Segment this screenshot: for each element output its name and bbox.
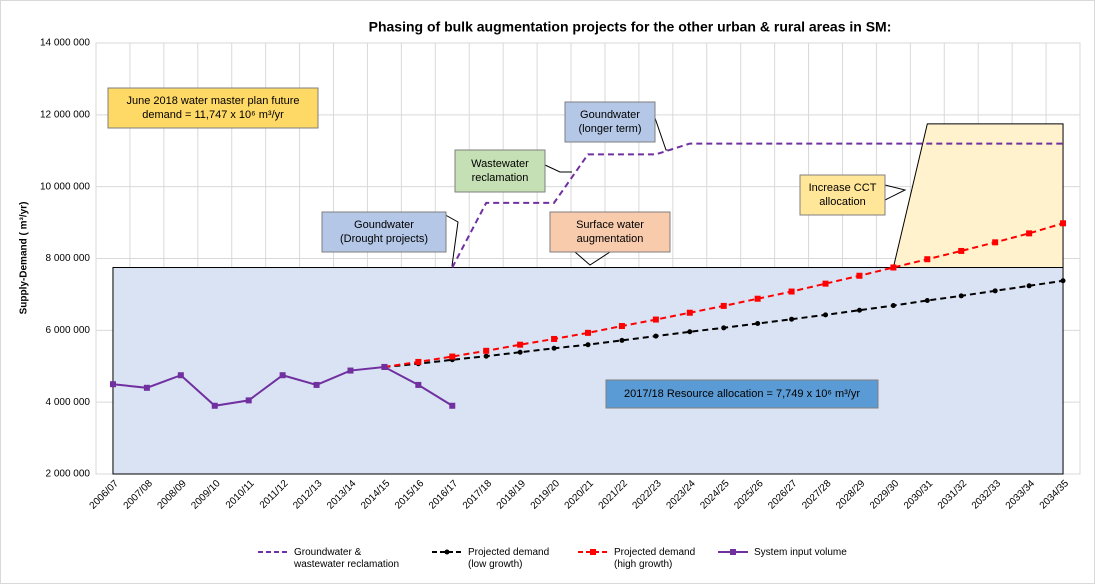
marker xyxy=(585,329,591,336)
callout-pointer xyxy=(544,164,572,173)
legend-label: Projected demand (low growth) xyxy=(468,547,549,570)
marker xyxy=(245,397,252,404)
marker xyxy=(381,363,388,370)
marker xyxy=(449,353,456,360)
annotation-text: Surface water xyxy=(576,219,644,231)
chart-title: Phasing of bulk augmentation projects fo… xyxy=(369,19,892,35)
annotation-text: (Drought projects) xyxy=(340,233,428,245)
annotation-text: 2017/18 Resource allocation = 7,749 x 10… xyxy=(624,388,860,400)
y-tick-label: 14 000 000 xyxy=(40,38,90,49)
marker xyxy=(890,264,897,271)
annotation-box xyxy=(564,101,656,143)
annotation-text: demand = 11,747 x 10⁶ m³/yr xyxy=(142,109,284,121)
callout-pointer xyxy=(884,184,907,201)
marker xyxy=(415,358,422,365)
marker xyxy=(1060,220,1067,227)
marker xyxy=(449,402,456,409)
y-tick-label: 2 000 000 xyxy=(46,469,91,480)
legend-line-text: System input volume xyxy=(754,547,847,558)
y-axis-label: Supply-Demand ( m³/yr) xyxy=(19,202,30,315)
marker xyxy=(720,302,727,309)
marker xyxy=(517,341,524,348)
y-tick-label: 8 000 000 xyxy=(46,253,91,264)
marker xyxy=(789,316,795,322)
marker xyxy=(551,345,557,351)
marker xyxy=(618,323,625,330)
legend-line-text: Groundwater & xyxy=(294,547,362,558)
marker xyxy=(687,329,693,335)
marker xyxy=(619,337,625,343)
marker xyxy=(313,381,320,388)
legend-marker xyxy=(444,549,450,555)
marker xyxy=(143,384,150,391)
annotation-text: allocation xyxy=(819,196,865,208)
y-tick-label: 6 000 000 xyxy=(46,325,91,336)
marker xyxy=(822,280,829,287)
marker xyxy=(992,239,999,246)
callout-pointer xyxy=(574,251,611,266)
y-tick-label: 4 000 000 xyxy=(46,397,91,408)
marker xyxy=(856,307,862,313)
marker xyxy=(1060,278,1066,284)
annotation-text: reclamation xyxy=(472,172,529,184)
marker xyxy=(924,256,931,263)
marker xyxy=(211,402,218,409)
annotation-text: augmentation xyxy=(577,233,644,245)
marker xyxy=(483,347,490,354)
legend-line-text: (high growth) xyxy=(614,559,672,570)
y-tick-label: 12 000 000 xyxy=(40,109,90,120)
marker xyxy=(788,288,795,295)
marker xyxy=(823,312,829,318)
legend-line-text: wastewater reclamation xyxy=(293,559,399,570)
annotation-text: (longer term) xyxy=(579,123,642,135)
marker xyxy=(754,295,761,302)
annotation-box xyxy=(799,174,886,216)
series-line xyxy=(451,142,1064,268)
marker xyxy=(755,321,761,327)
annotation-box xyxy=(454,149,546,193)
legend-line-text: (low growth) xyxy=(468,559,522,570)
annotation-box xyxy=(107,87,319,129)
marker xyxy=(551,335,558,342)
resource-allocation-area xyxy=(112,267,1064,475)
legend-label: Groundwater & wastewater reclamation xyxy=(293,547,399,570)
annotation-box xyxy=(321,211,447,253)
marker xyxy=(958,247,965,254)
annotation-text: Increase CCT xyxy=(809,182,877,194)
annotation-text: June 2018 water master plan future xyxy=(126,95,299,107)
legend-marker xyxy=(730,549,736,555)
marker xyxy=(1026,283,1032,289)
annotation-text: Goundwater xyxy=(580,109,640,121)
marker xyxy=(415,381,422,388)
marker xyxy=(1026,230,1033,237)
marker xyxy=(177,372,184,379)
marker xyxy=(721,325,727,331)
annotation-text: Goundwater xyxy=(354,219,414,231)
legend-marker xyxy=(590,549,596,555)
marker xyxy=(856,272,863,279)
future-demand-area xyxy=(892,123,1064,269)
annotation-text: Wastewater xyxy=(471,158,529,170)
marker xyxy=(483,353,489,359)
marker xyxy=(652,316,659,323)
y-tick-label: 10 000 000 xyxy=(40,181,90,192)
marker xyxy=(653,333,659,339)
marker xyxy=(992,288,998,294)
legend-line-text: Projected demand xyxy=(614,547,695,558)
marker xyxy=(585,342,591,348)
legend-label: Projected demand (high growth) xyxy=(614,547,695,570)
marker xyxy=(924,298,930,304)
marker xyxy=(517,349,523,355)
marker xyxy=(958,293,964,299)
legend-label: System input volume xyxy=(754,547,847,558)
marker xyxy=(109,381,116,388)
legend-line-text: Projected demand xyxy=(468,547,549,558)
marker xyxy=(279,372,286,379)
marker xyxy=(890,303,896,309)
marker xyxy=(686,309,693,316)
annotation-box xyxy=(549,211,671,253)
marker xyxy=(347,367,354,374)
annotation-box xyxy=(605,379,879,409)
